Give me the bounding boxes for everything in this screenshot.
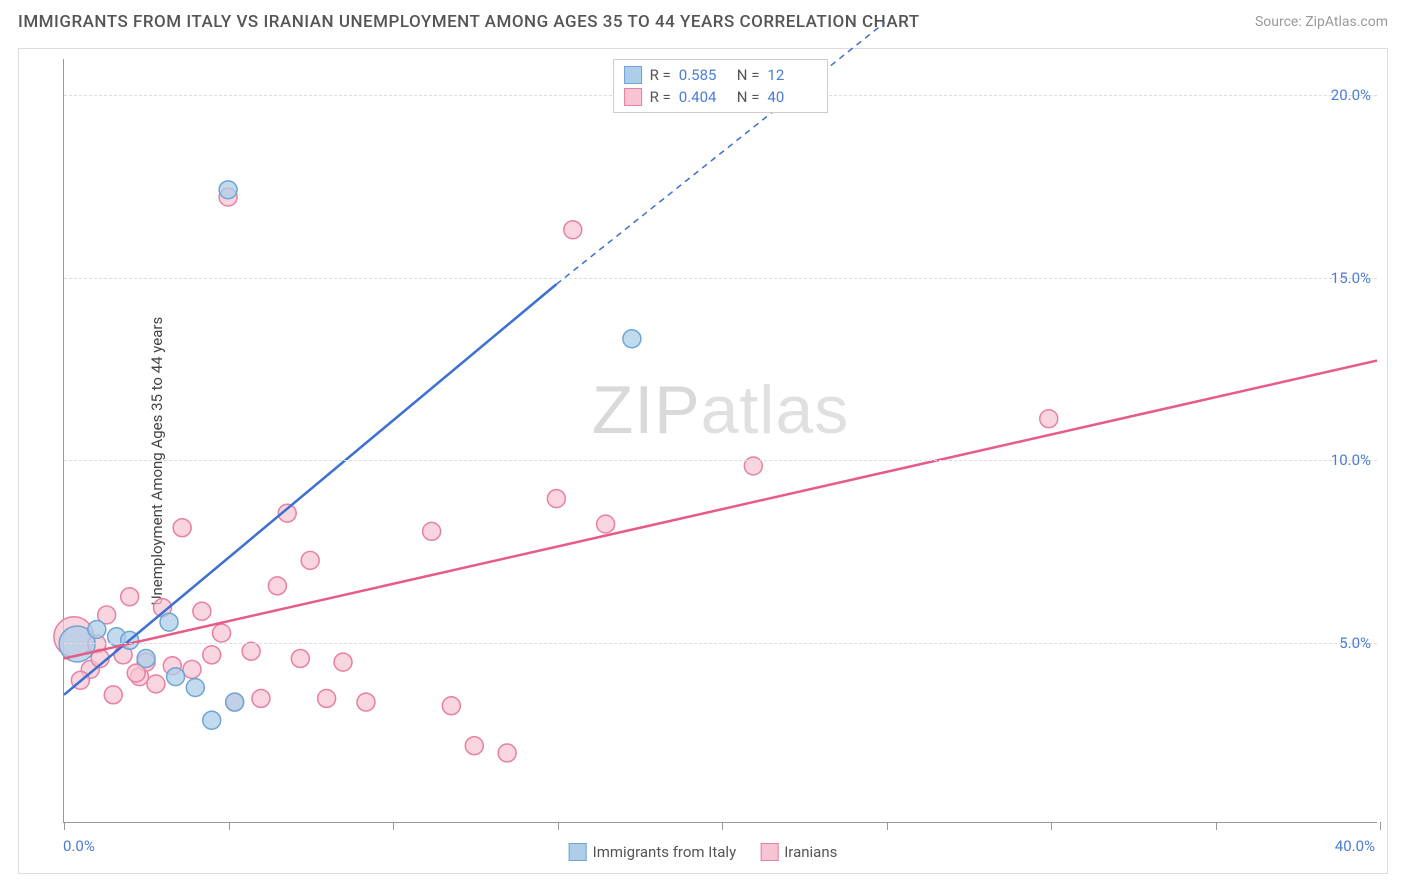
scatter-point (226, 693, 244, 711)
scatter-svg (64, 59, 1377, 822)
legend-swatch (624, 88, 642, 106)
plot-area: ZIPatlas R =0.585N =12R =0.404N =40 5.0%… (63, 59, 1377, 823)
legend-n-value: 12 (767, 66, 817, 84)
x-tick (722, 822, 723, 830)
legend-r-label: R = (650, 66, 671, 84)
scatter-point (219, 181, 237, 199)
scatter-point (442, 697, 460, 715)
scatter-point (334, 653, 352, 671)
scatter-point (173, 519, 191, 537)
scatter-point (104, 686, 122, 704)
x-tick (393, 822, 394, 830)
legend-item: Immigrants from Italy (569, 843, 737, 861)
legend-row: R = 0.585 N = 12 (624, 64, 818, 86)
legend-swatch (760, 843, 778, 861)
chart-container: Unemployment Among Ages 35 to 44 years Z… (18, 48, 1388, 874)
scatter-point (242, 642, 260, 660)
series-legend: Immigrants from Italy Iranians (569, 843, 838, 861)
scatter-point (252, 690, 270, 708)
correlation-legend: R = 0.585 N = 12 R = 0.404 N = 40 (613, 59, 829, 113)
scatter-point (213, 624, 231, 642)
legend-r-value: 0.585 (679, 66, 729, 84)
scatter-point (291, 650, 309, 668)
x-tick (1380, 822, 1381, 830)
scatter-point (88, 620, 106, 638)
y-tick-label: 15.0% (1331, 269, 1371, 287)
legend-n-label: N = (737, 66, 760, 84)
scatter-point (318, 690, 336, 708)
x-axis-max-label: 40.0% (1335, 837, 1375, 855)
legend-item: Iranians (760, 843, 837, 861)
legend-swatch (624, 66, 642, 84)
x-tick (558, 822, 559, 830)
scatter-point (547, 490, 565, 508)
scatter-point (160, 613, 178, 631)
scatter-point (357, 693, 375, 711)
legend-label: Iranians (784, 843, 837, 861)
scatter-point (498, 744, 516, 762)
scatter-point (137, 650, 155, 668)
scatter-point (167, 668, 185, 686)
x-tick (64, 822, 65, 830)
regression-line (64, 361, 1377, 659)
chart-header: IMMIGRANTS FROM ITALY VS IRANIAN UNEMPLO… (0, 0, 1406, 40)
scatter-point (121, 588, 139, 606)
regression-line (64, 284, 556, 695)
scatter-point (203, 646, 221, 664)
x-tick (1051, 822, 1052, 830)
legend-n-value: 40 (767, 88, 817, 106)
scatter-point (597, 515, 615, 533)
gridline (64, 460, 1377, 461)
scatter-point (423, 522, 441, 540)
legend-label: Immigrants from Italy (593, 843, 737, 861)
y-tick-label: 20.0% (1331, 86, 1371, 104)
scatter-point (623, 330, 641, 348)
scatter-point (1040, 410, 1058, 428)
scatter-point (186, 679, 204, 697)
gridline (64, 278, 1377, 279)
legend-r-value: 0.404 (679, 88, 729, 106)
scatter-point (465, 737, 483, 755)
y-tick-label: 5.0% (1339, 634, 1371, 652)
scatter-point (193, 602, 211, 620)
legend-swatch (569, 843, 587, 861)
scatter-point (203, 711, 221, 729)
legend-n-label: N = (737, 88, 760, 106)
scatter-point (147, 675, 165, 693)
legend-row: R = 0.404 N = 40 (624, 86, 818, 108)
scatter-point (268, 577, 286, 595)
x-axis-min-label: 0.0% (63, 837, 95, 855)
chart-source: Source: ZipAtlas.com (1255, 14, 1388, 30)
scatter-point (301, 551, 319, 569)
scatter-point (183, 660, 201, 678)
scatter-point (564, 221, 582, 239)
x-tick (229, 822, 230, 830)
legend-r-label: R = (650, 88, 671, 106)
gridline (64, 643, 1377, 644)
x-tick (1216, 822, 1217, 830)
chart-title: IMMIGRANTS FROM ITALY VS IRANIAN UNEMPLO… (18, 12, 920, 32)
x-tick (887, 822, 888, 830)
y-tick-label: 10.0% (1331, 451, 1371, 469)
